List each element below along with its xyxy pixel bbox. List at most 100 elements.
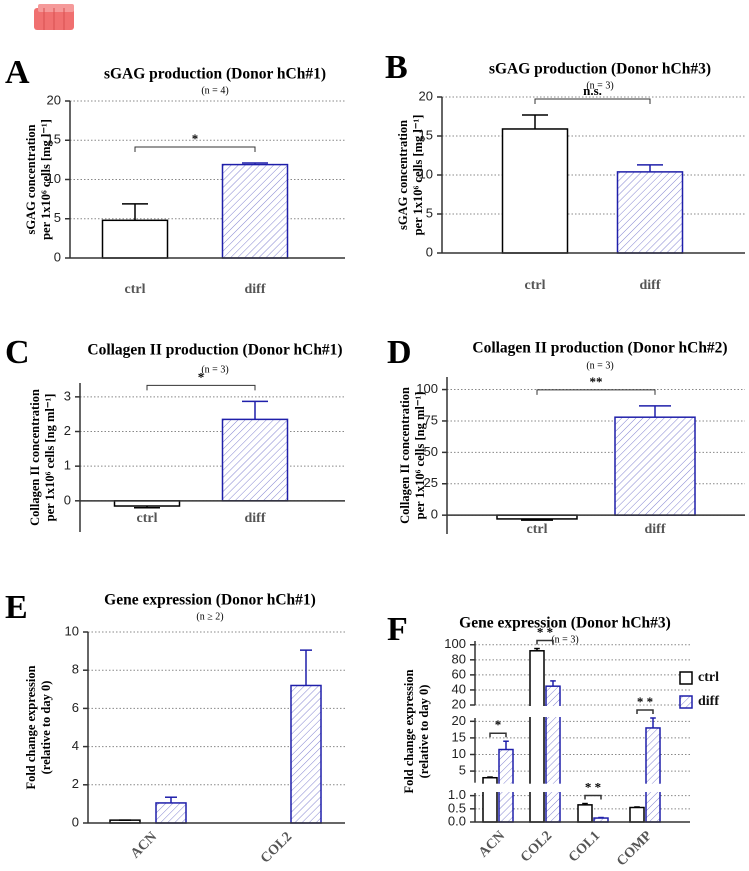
x-tick-label: COL1: [566, 828, 603, 865]
y-tick-label: 0: [72, 814, 79, 829]
significance-label: * *: [585, 780, 601, 795]
y-axis-label: per 1x10⁶ cells [ng ml⁻¹]: [43, 394, 57, 522]
x-tick-label: ctrl: [525, 278, 546, 293]
x-tick-label: ACN: [128, 829, 160, 861]
subtitle: (n = 3): [586, 80, 613, 91]
x-tick-label: COL2: [518, 828, 555, 865]
y-tick-label: 5: [54, 210, 61, 225]
panel-letter: D: [387, 334, 412, 371]
y-tick-label: 20: [419, 88, 433, 103]
y-axis-label: Fold change expression: [402, 669, 416, 793]
x-tick-label: ACN: [476, 828, 508, 860]
y-axis-label: Fold change expression: [24, 665, 38, 789]
y-axis-label: Collagen II concentration: [28, 389, 42, 526]
y-tick-label: 5: [459, 763, 466, 778]
significance-bracket: [146, 384, 256, 391]
chart-title: Gene expression (Donor hCh#1): [104, 592, 316, 609]
y-tick-label: 1: [64, 458, 71, 473]
x-tick-label: diff: [640, 278, 661, 293]
panel-letter: F: [387, 611, 408, 648]
y-tick-label: 0: [54, 249, 61, 264]
axis-break: [467, 783, 692, 792]
y-axis-label: Collagen II concentration: [398, 387, 412, 524]
y-tick-label: 75: [424, 412, 438, 427]
bar: [101, 219, 169, 259]
y-tick-label: 6: [72, 700, 79, 715]
x-tick-label: diff: [645, 522, 666, 537]
y-tick-label: 15: [47, 132, 61, 147]
significance-label: * *: [637, 694, 653, 709]
bar: [616, 171, 684, 254]
legend-label: diff: [698, 694, 719, 709]
bar: [113, 500, 181, 507]
y-tick-label: 4: [72, 738, 79, 753]
significance-label: *: [495, 717, 502, 732]
x-tick-label: ctrl: [137, 511, 158, 526]
y-tick-label: 0: [431, 507, 438, 522]
x-tick-label: COL2: [258, 829, 295, 866]
chart-title: Collagen II production (Donor hCh#2): [472, 340, 727, 357]
y-tick-label: 80: [452, 651, 466, 666]
significance-bracket: [636, 709, 654, 714]
chart-title: sGAG production (Donor hCh#1): [104, 66, 326, 83]
y-tick-label: 15: [452, 729, 466, 744]
significance-bracket: [584, 794, 602, 800]
axis-break: [467, 706, 692, 717]
y-axis-label: (relative to day 0): [39, 681, 53, 775]
bar: [155, 802, 187, 824]
y-tick-label: 100: [444, 636, 466, 651]
significance-bracket: [536, 639, 554, 645]
x-tick-label: diff: [245, 282, 266, 297]
bar: [221, 163, 289, 259]
chart-title: Gene expression (Donor hCh#3): [459, 615, 671, 632]
subtitle: (n = 3): [551, 634, 578, 645]
y-tick-label: 1.0: [448, 787, 466, 802]
y-tick-label: 10: [47, 171, 61, 186]
y-axis-label: sGAG concentration: [396, 120, 410, 230]
panel-letter: E: [5, 589, 28, 626]
subtitle: (n ≥ 2): [196, 611, 223, 622]
panel-letter: A: [5, 54, 30, 91]
y-tick-label: 50: [424, 444, 438, 459]
bar: [529, 650, 545, 823]
subtitle: (n = 4): [201, 85, 228, 96]
y-tick-label: 0.5: [448, 800, 466, 815]
x-tick-label: diff: [245, 511, 266, 526]
y-tick-label: 8: [72, 662, 79, 677]
panel-letter: B: [385, 49, 408, 86]
significance-label: *: [198, 369, 205, 384]
bar: [645, 727, 661, 823]
bar: [290, 684, 322, 824]
subtitle: (n = 3): [201, 364, 228, 375]
x-tick-label: ctrl: [125, 282, 146, 297]
bar: [577, 804, 593, 823]
legend-swatch: [679, 671, 693, 685]
significance-bracket: [134, 146, 256, 153]
bar: [614, 416, 696, 516]
y-tick-label: 40: [452, 681, 466, 696]
y-axis-label: (relative to day 0): [417, 685, 431, 779]
y-tick-label: 0: [426, 244, 433, 259]
x-tick-label: COMP: [614, 828, 655, 869]
y-tick-label: 5: [426, 205, 433, 220]
significance-bracket: [489, 732, 507, 738]
y-tick-label: 0.0: [448, 813, 466, 828]
logo-icon: [34, 4, 74, 30]
y-tick-label: 20: [452, 696, 466, 711]
y-axis-label: per 1x10⁶ cells [mg l⁻¹]: [411, 115, 425, 236]
y-tick-label: 100: [416, 381, 438, 396]
y-tick-label: 20: [452, 713, 466, 728]
y-tick-label: 2: [72, 776, 79, 791]
y-axis-label: per 1x10⁶ cells [mg l⁻¹]: [39, 119, 53, 240]
y-tick-label: 3: [64, 388, 71, 403]
y-axis-label: sGAG concentration: [24, 124, 38, 234]
y-tick-label: 0: [64, 492, 71, 507]
y-tick-label: 20: [47, 92, 61, 107]
panel-letter: C: [5, 334, 30, 371]
y-axis-label: per 1x10⁶ cells [ng ml⁻¹]: [413, 392, 427, 520]
significance-label: n.s.: [583, 83, 602, 98]
y-tick-label: 10: [452, 746, 466, 761]
significance-label: * *: [537, 625, 553, 640]
significance-bracket: [534, 98, 651, 104]
bar: [629, 806, 645, 823]
